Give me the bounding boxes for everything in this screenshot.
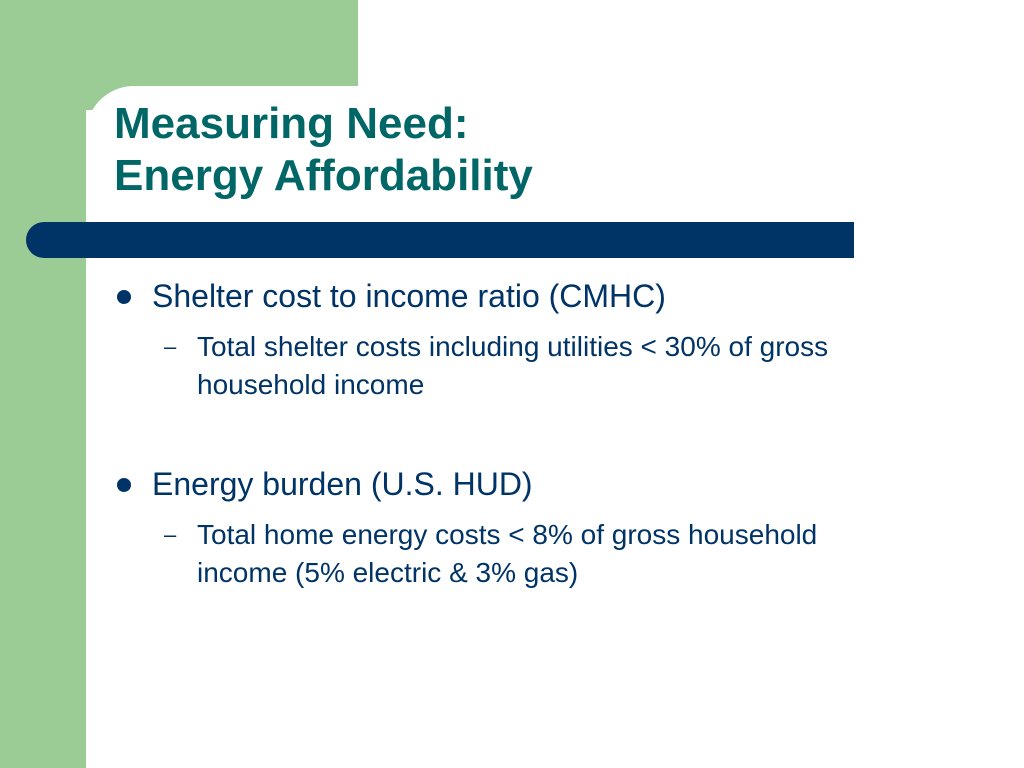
bullet-dot-icon	[117, 478, 131, 492]
bullet-item: Shelter cost to income ratio (CMHC)	[114, 276, 994, 316]
left-accent-band	[0, 0, 86, 768]
bullet-text: Shelter cost to income ratio (CMHC)	[152, 278, 666, 314]
bullet-dot-icon	[117, 290, 131, 304]
dash-marker: –	[164, 334, 177, 359]
sub-bullet-text: Total shelter costs including utilities …	[197, 331, 829, 400]
bullet-item: Energy burden (U.S. HUD)	[114, 464, 994, 504]
bullet-group-2: Energy burden (U.S. HUD) – Total home en…	[114, 464, 994, 592]
title-divider-bar	[26, 222, 854, 258]
title-line-2: Energy Affordability	[114, 151, 533, 200]
dash-marker: –	[164, 522, 177, 547]
bullet-text: Energy burden (U.S. HUD)	[152, 466, 533, 502]
title-line-1: Measuring Need:	[114, 99, 469, 148]
sub-bullet-item: – Total shelter costs including utilitie…	[114, 328, 883, 404]
slide-title: Measuring Need: Energy Affordability	[114, 98, 533, 202]
sub-bullet-item: – Total home energy costs < 8% of gross …	[114, 516, 883, 592]
sub-bullet-text: Total home energy costs < 8% of gross ho…	[197, 519, 818, 588]
bullet-list: Shelter cost to income ratio (CMHC) – To…	[114, 276, 994, 592]
bullet-group-1: Shelter cost to income ratio (CMHC) – To…	[114, 276, 994, 404]
content-panel	[86, 86, 1024, 768]
